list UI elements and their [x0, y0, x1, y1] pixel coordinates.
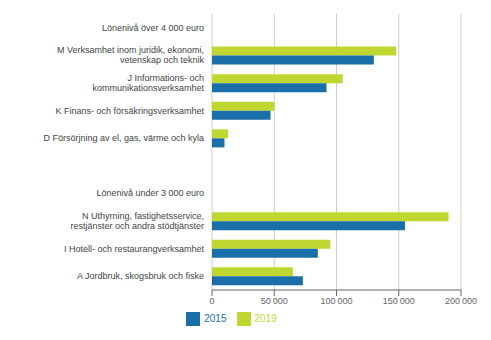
- svg-text:M Verksamhet inom juridik, eko: M Verksamhet inom juridik, ekonomi,veten…: [57, 45, 205, 65]
- svg-text:I Hotell- och restaurangverksa: I Hotell- och restaurangverksamhet: [64, 244, 205, 254]
- svg-text:Lönenivå under 3 000 euro: Lönenivå under 3 000 euro: [96, 188, 204, 198]
- svg-text:J Informations- ochkommunikati: J Informations- ochkommunikationsverksam…: [92, 73, 204, 93]
- svg-text:200 000: 200 000: [445, 296, 477, 306]
- svg-text:150 000: 150 000: [383, 296, 415, 306]
- svg-text:Lönenivå över 4 000 euro: Lönenivå över 4 000 euro: [102, 23, 204, 33]
- svg-text:50 000: 50 000: [261, 296, 288, 306]
- html-text:2019: 2019: [254, 312, 277, 324]
- html-text:2015: 2015: [204, 312, 227, 324]
- svg-text:0: 0: [209, 296, 214, 306]
- svg-text:A Jordbruk, skogsbruk och fisk: A Jordbruk, skogsbruk och fiske: [77, 271, 204, 281]
- svg-text:100 000: 100 000: [321, 296, 353, 306]
- svg-text:D Försörjning av el, gas, värm: D Försörjning av el, gas, värme och kyla: [43, 133, 204, 143]
- svg-text:N Uthyrning, fastighetsservice: N Uthyrning, fastighetsservice,restjänst…: [70, 211, 204, 231]
- svg-text:K Finans- och försäkringsverks: K Finans- och försäkringsverksamhet: [55, 106, 204, 116]
